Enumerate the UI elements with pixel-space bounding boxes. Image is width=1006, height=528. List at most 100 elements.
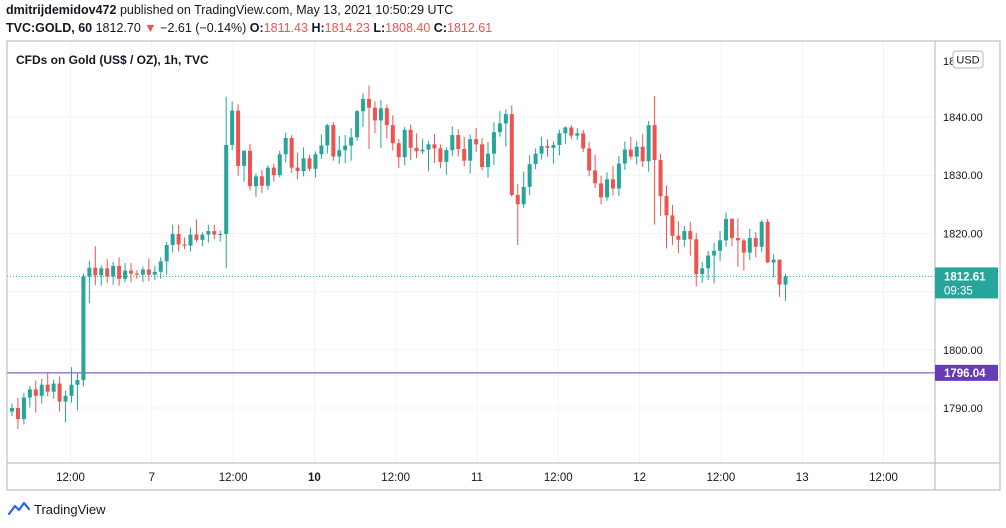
- candle[interactable]: [605, 172, 609, 201]
- candle[interactable]: [218, 230, 223, 242]
- candle[interactable]: [783, 273, 788, 301]
- candle[interactable]: [277, 150, 282, 178]
- candle[interactable]: [248, 143, 252, 191]
- candle[interactable]: [301, 147, 306, 177]
- candle[interactable]: [69, 367, 74, 403]
- candle[interactable]: [140, 266, 145, 283]
- candle[interactable]: [658, 153, 663, 216]
- candle[interactable]: [456, 129, 461, 157]
- candle[interactable]: [491, 122, 496, 165]
- candle[interactable]: [194, 219, 199, 243]
- candle[interactable]: [396, 139, 401, 169]
- candle[interactable]: [367, 85, 371, 150]
- candle[interactable]: [39, 378, 44, 404]
- currency-badge[interactable]: USD: [956, 55, 979, 67]
- candle[interactable]: [729, 218, 734, 247]
- candle[interactable]: [289, 135, 294, 173]
- candle[interactable]: [337, 135, 342, 165]
- candle[interactable]: [551, 141, 556, 164]
- candle[interactable]: [688, 221, 693, 256]
- candle[interactable]: [634, 140, 639, 165]
- candle[interactable]: [593, 154, 598, 189]
- candle[interactable]: [700, 261, 705, 283]
- candle[interactable]: [670, 204, 675, 246]
- candle[interactable]: [355, 110, 360, 141]
- candle[interactable]: [462, 136, 467, 167]
- candle[interactable]: [325, 123, 330, 154]
- candle[interactable]: [242, 150, 247, 182]
- candle[interactable]: [575, 128, 580, 141]
- candle[interactable]: [134, 270, 139, 279]
- candle[interactable]: [63, 390, 68, 423]
- candle[interactable]: [527, 155, 532, 195]
- candle[interactable]: [480, 137, 485, 171]
- candle[interactable]: [610, 165, 615, 196]
- candle[interactable]: [735, 218, 740, 267]
- candle[interactable]: [545, 139, 550, 157]
- candle[interactable]: [158, 257, 163, 279]
- candle[interactable]: [87, 260, 92, 304]
- candle[interactable]: [361, 93, 366, 127]
- candle[interactable]: [81, 273, 86, 387]
- candle[interactable]: [105, 259, 110, 283]
- candle[interactable]: [51, 379, 56, 399]
- time-axis[interactable]: 12:00 7 12:00 10 12:00 11 12:00 12 12:00 13 12:00: [56, 472, 898, 484]
- candle[interactable]: [253, 173, 258, 197]
- candle[interactable]: [497, 111, 502, 137]
- candle[interactable]: [349, 128, 354, 161]
- candle[interactable]: [652, 96, 657, 225]
- candle[interactable]: [569, 125, 574, 140]
- candle[interactable]: [384, 104, 389, 139]
- candle[interactable]: [694, 232, 699, 287]
- candle[interactable]: [599, 175, 604, 205]
- candle[interactable]: [616, 155, 621, 197]
- candle[interactable]: [420, 139, 425, 155]
- candle[interactable]: [515, 183, 520, 246]
- candle[interactable]: [259, 169, 264, 194]
- candle[interactable]: [622, 141, 627, 170]
- candle[interactable]: [283, 132, 288, 163]
- candle[interactable]: [444, 147, 449, 175]
- candle[interactable]: [640, 133, 645, 168]
- tradingview-logo[interactable]: TradingView: [8, 501, 106, 517]
- candle[interactable]: [402, 126, 407, 166]
- candle[interactable]: [724, 212, 728, 247]
- candle[interactable]: [706, 250, 711, 280]
- candle[interactable]: [682, 225, 687, 247]
- candle[interactable]: [319, 134, 324, 159]
- candle[interactable]: [93, 246, 98, 286]
- candle[interactable]: [313, 151, 318, 178]
- candle[interactable]: [307, 154, 312, 172]
- candle[interactable]: [390, 115, 395, 151]
- candle[interactable]: [747, 228, 752, 261]
- candle[interactable]: [777, 259, 782, 297]
- candle[interactable]: [212, 224, 217, 240]
- candle[interactable]: [426, 140, 431, 172]
- candle[interactable]: [509, 105, 514, 197]
- candle[interactable]: [533, 148, 538, 170]
- candle[interactable]: [521, 171, 526, 208]
- candle[interactable]: [450, 126, 455, 156]
- candle[interactable]: [265, 165, 270, 190]
- candle[interactable]: [15, 398, 20, 429]
- candle[interactable]: [57, 376, 62, 412]
- candle[interactable]: [236, 104, 241, 176]
- candle[interactable]: [771, 254, 776, 278]
- candle[interactable]: [414, 133, 419, 159]
- candle[interactable]: [557, 129, 562, 156]
- candle[interactable]: [182, 237, 187, 250]
- candle[interactable]: [741, 238, 746, 271]
- candle[interactable]: [111, 261, 116, 285]
- candle[interactable]: [200, 232, 205, 247]
- candle[interactable]: [563, 126, 568, 144]
- candle[interactable]: [712, 242, 717, 284]
- candle[interactable]: [343, 135, 348, 163]
- candle[interactable]: [378, 100, 383, 148]
- candle[interactable]: [21, 392, 26, 425]
- candle[interactable]: [753, 232, 758, 258]
- candle[interactable]: [99, 265, 104, 286]
- candle[interactable]: [432, 133, 437, 163]
- candle[interactable]: [486, 142, 490, 178]
- author-name[interactable]: dmitrijdemidov472: [6, 3, 117, 17]
- candle[interactable]: [646, 121, 651, 172]
